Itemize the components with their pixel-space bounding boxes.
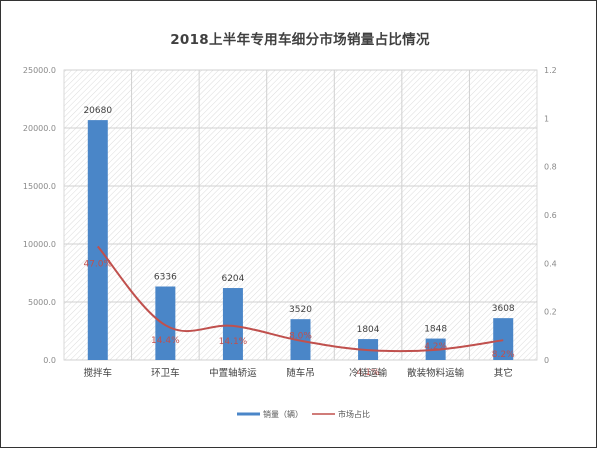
right-tick-label: 1: [544, 114, 549, 123]
line-value-label: 8.0%: [289, 332, 312, 342]
right-tick-label: 1.2: [544, 66, 557, 75]
legend-line-label: 市场占比: [338, 409, 370, 419]
line-value-label: 14.1%: [219, 337, 248, 347]
left-tick-label: 15000.0: [23, 182, 56, 191]
left-tick-label: 10000.0: [23, 240, 56, 249]
share-line: [97, 245, 504, 353]
chart-title: 2018上半年专用车细分市场销量占比情况: [170, 32, 430, 48]
plot-area: [63, 69, 538, 361]
right-tick-label: 0.4: [544, 259, 557, 268]
line-series: 47.0% 14.4% 14.1% 8.0% 4.1% 4.2% 8.2%: [83, 245, 515, 378]
bar-value-label: 6336: [154, 273, 177, 283]
bar: [290, 319, 311, 360]
category-label: 其它: [494, 367, 513, 379]
bar-value-label: 1848: [424, 325, 447, 335]
bar-value-label: 1804: [357, 325, 380, 335]
left-axis: 0.0 5000.0 10000.0 15000.0 20000.0 25000.0: [23, 66, 56, 365]
bar: [222, 288, 243, 360]
bar: [493, 318, 514, 360]
line-value-label: 4.2%: [424, 342, 447, 352]
left-tick-label: 0.0: [43, 356, 56, 365]
bar-value-label: 20680: [83, 106, 112, 116]
left-tick-label: 20000.0: [23, 124, 56, 133]
gridlines: [64, 69, 537, 361]
category-label: 冷链运输: [349, 367, 388, 379]
bar: [87, 120, 108, 360]
bar-series: 20680 6336 6204 3520 1804 1848 3608: [83, 106, 515, 360]
line-value-label: 4.1%: [357, 368, 380, 378]
category-label: 环卫车: [151, 367, 180, 379]
right-tick-label: 0.2: [544, 308, 557, 317]
left-tick-label: 5000.0: [28, 298, 56, 307]
left-tick-label: 25000.0: [23, 66, 56, 75]
right-tick-label: 0: [544, 356, 549, 365]
right-tick-label: 0.6: [544, 211, 557, 220]
line-value-label: 47.0%: [83, 259, 112, 269]
bar: [155, 286, 176, 360]
category-label: 随车吊: [286, 367, 315, 379]
category-label: 搅拌车: [84, 367, 113, 379]
right-tick-label: 0.8: [544, 163, 557, 172]
line-value-label: 14.4%: [151, 336, 180, 346]
legend-bar-label: 销量（辆）: [263, 409, 303, 419]
bar-value-label: 3520: [289, 305, 312, 315]
legend: 销量（辆） 市场占比: [237, 409, 370, 419]
category-label: 中置轴轿运: [209, 367, 257, 379]
category-label: 散装物料运输: [407, 367, 465, 379]
right-axis: 0 0.2 0.4 0.6 0.8 1 1.2: [544, 66, 557, 365]
bar-value-label: 3608: [492, 304, 515, 314]
category-axis: 搅拌车 环卫车 中置轴轿运 随车吊 冷链运输 散装物料运输 其它: [84, 367, 513, 379]
bar-value-label: 6204: [221, 274, 244, 284]
line-value-label: 8.2%: [492, 350, 515, 360]
